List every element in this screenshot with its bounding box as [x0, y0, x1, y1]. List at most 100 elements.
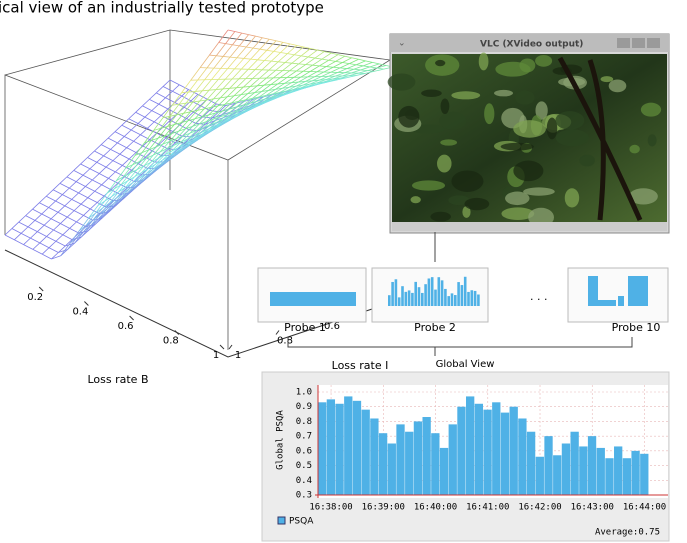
mesh-line: [210, 105, 219, 108]
mesh-line: [57, 211, 68, 218]
mesh-line: [167, 114, 178, 127]
mesh-line: [169, 114, 177, 117]
mesh-line: [121, 124, 132, 131]
close-button[interactable]: [647, 38, 660, 48]
probe-bar: [424, 284, 427, 306]
mesh-line: [155, 143, 163, 148]
mesh-line: [48, 247, 59, 253]
mesh-line: [164, 124, 175, 137]
mesh-line: [242, 109, 250, 114]
mesh-line: [155, 135, 166, 148]
mesh-line: [326, 61, 336, 67]
mesh-line: [162, 86, 173, 92]
mesh-line: [190, 67, 201, 81]
mesh-line: [66, 210, 75, 218]
mesh-line: [192, 123, 200, 127]
mesh-line: [136, 158, 147, 170]
mesh-line: [325, 75, 336, 80]
mesh-line: [125, 155, 136, 169]
mesh-line: [82, 174, 93, 181]
mesh-line: [98, 166, 107, 174]
mesh-line: [67, 216, 77, 223]
mesh-line: [289, 85, 297, 88]
mesh-line: [279, 90, 287, 93]
mesh-line: [224, 115, 232, 120]
mesh-line: [119, 153, 130, 160]
mesh-line: [227, 95, 235, 98]
mesh-line: [89, 168, 100, 174]
mesh-line: [314, 57, 322, 60]
mesh-line: [309, 65, 320, 72]
mesh-line: [76, 225, 87, 238]
maximize-button[interactable]: [632, 38, 645, 48]
mesh-line: [101, 207, 112, 219]
mesh-line: [184, 135, 195, 145]
mesh-line: [179, 84, 189, 90]
surface-plot: 0.2 0.4 0.6 0.8 1 0.6 0.8 1 Loss rate B Loss rate…: [4, 29, 394, 386]
mesh-line: [206, 55, 217, 69]
minimize-button[interactable]: [617, 38, 630, 48]
mesh-line: [210, 116, 221, 126]
mesh-line: [80, 157, 88, 165]
mesh-line: [254, 60, 265, 70]
mesh-line: [191, 132, 202, 141]
mesh-line: [87, 190, 96, 198]
mesh-line: [80, 203, 91, 210]
mesh-line: [196, 127, 204, 131]
x-tick-label: 0.6: [118, 321, 134, 332]
mesh-line: [253, 47, 261, 50]
mesh-line: [87, 197, 98, 203]
mesh-line: [240, 103, 251, 111]
mesh-line: [257, 59, 265, 61]
mesh-line: [241, 58, 251, 70]
mesh-line: [23, 237, 31, 245]
mesh-line: [115, 196, 126, 206]
mesh-line: [252, 91, 262, 99]
mesh-line: [55, 234, 64, 242]
mesh-line: [183, 100, 192, 108]
mesh-line: [108, 171, 116, 179]
mesh-line: [190, 94, 199, 102]
bar: [605, 458, 614, 495]
mesh-line: [78, 186, 86, 194]
mesh-line: [222, 108, 230, 112]
mesh-line: [188, 79, 199, 93]
mesh-line: [270, 95, 278, 98]
mesh-line: [69, 187, 79, 194]
mesh-line: [101, 178, 109, 186]
probe-bar: [427, 278, 431, 306]
mesh-line: [301, 55, 309, 58]
mesh-line: [25, 208, 33, 216]
mesh-line: [25, 215, 36, 221]
mesh-line: [226, 111, 234, 115]
mesh-line: [266, 69, 277, 79]
bar: [361, 409, 370, 495]
mesh-line: [190, 109, 198, 113]
mesh-line: [253, 96, 264, 100]
mesh-line: [307, 49, 318, 58]
probes-ellipsis: . . .: [530, 290, 547, 303]
probe-bars: [270, 292, 356, 306]
mesh-line: [62, 194, 72, 200]
mesh-line: [120, 180, 129, 186]
mesh-line: [62, 228, 70, 236]
mesh-line: [215, 43, 226, 57]
vlc-window: VLC (XVideo output) ⌄: [387, 33, 670, 234]
mesh-line: [201, 107, 212, 118]
mesh-line: [344, 68, 354, 74]
bar: [422, 417, 431, 495]
y-tick-label: 0.8: [277, 336, 293, 347]
mesh-line: [37, 231, 47, 237]
window-menu[interactable]: ⌄: [398, 39, 406, 49]
probe-bar: [401, 286, 404, 306]
mesh-line: [90, 202, 98, 210]
psqa-chart: 1.0 0.9 0.8 0.7 0.6 0.5 0.4 0.3 16:38:00 16:39:00…: [296, 385, 668, 513]
mesh-line: [267, 97, 276, 101]
mesh-line: [134, 142, 145, 156]
mesh-line: [271, 60, 279, 63]
mesh-line: [161, 150, 172, 161]
mesh-line: [130, 129, 141, 136]
leaf: [464, 197, 490, 211]
mesh-line: [185, 101, 193, 104]
mesh-line: [158, 103, 169, 110]
